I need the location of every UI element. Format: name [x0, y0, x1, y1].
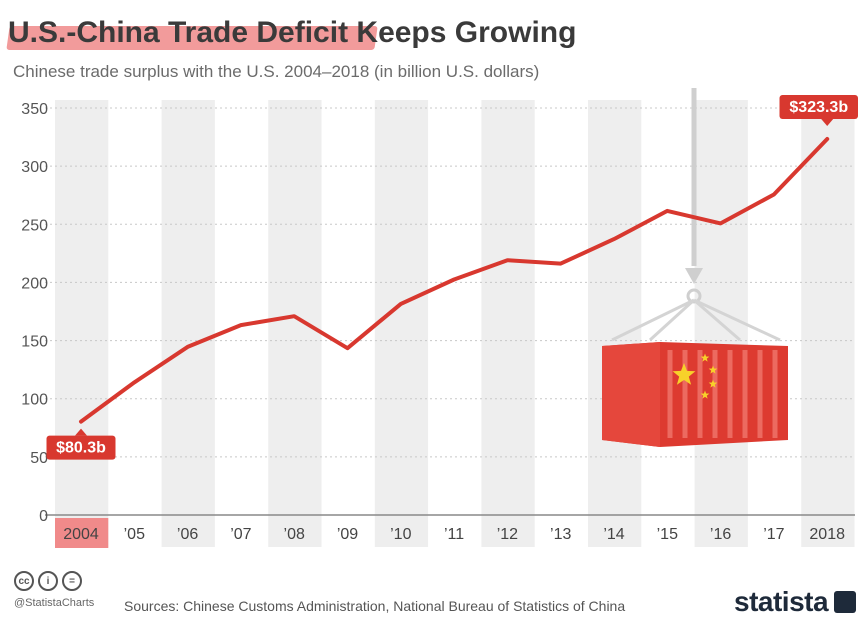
- x-tick-label: ’16: [710, 526, 731, 543]
- footer-left: cc i = @StatistaCharts: [14, 571, 94, 609]
- x-tick-label: ’07: [230, 526, 251, 543]
- data-label-start-bg: [46, 435, 116, 460]
- data-label-end: $323.3b: [789, 99, 848, 116]
- y-tick-label: 50: [30, 450, 48, 467]
- shipping-container-icon: [602, 88, 788, 447]
- attribution-icon: i: [38, 571, 58, 591]
- y-tick-label: 100: [21, 392, 48, 409]
- column-band: [268, 100, 322, 547]
- flag-large-star-icon: [672, 363, 696, 385]
- column-band: [588, 100, 642, 547]
- data-label-end-bg: [779, 95, 858, 120]
- series-line: [79, 137, 830, 424]
- statista-logo[interactable]: statista: [734, 586, 857, 618]
- logo-wordmark: statista: [734, 586, 829, 617]
- x-tick-label: ’15: [657, 526, 678, 543]
- twitter-handle[interactable]: @StatistaCharts: [14, 597, 95, 609]
- x-tick-label: ’14: [603, 526, 624, 543]
- no-derivatives-icon: =: [62, 571, 82, 591]
- chart-title: U.S.-China Trade Deficit Keeps Growing: [8, 16, 577, 49]
- column-band: [374, 100, 429, 547]
- creative-commons-icon: cc: [14, 571, 34, 591]
- x-tick-label: ’06: [177, 526, 198, 543]
- x-tick-label: ’09: [337, 526, 358, 543]
- sling-rope: [693, 298, 741, 342]
- x-tick-label: ’17: [763, 526, 784, 543]
- column-band: [55, 100, 109, 547]
- x-tick-label: ’10: [390, 526, 411, 543]
- flag-small-star-icon: [708, 365, 718, 374]
- flag-small-star-icon: [700, 353, 710, 362]
- column-band: [481, 100, 535, 547]
- y-tick-label: 200: [21, 275, 48, 292]
- x-tick-label: ’05: [124, 526, 145, 543]
- sling-rope: [648, 298, 696, 342]
- x-tick-label: ’13: [550, 526, 571, 543]
- data-label-start: $80.3b: [56, 440, 106, 457]
- chart-subtitle: Chinese trade surplus with the U.S. 2004…: [13, 62, 540, 81]
- title-block: U.S.-China Trade Deficit Keeps Growing: [6, 16, 577, 56]
- sling-rope: [693, 298, 781, 342]
- y-tick-label: 250: [21, 217, 48, 234]
- column-band: [161, 100, 215, 547]
- data-label-end-pointer: [821, 119, 834, 127]
- x-tick-label: ’08: [284, 526, 305, 543]
- statista-mark-icon: [834, 591, 857, 613]
- x-tick-label: ’11: [444, 526, 464, 543]
- hook-icon: [685, 268, 703, 284]
- sources-text: Sources: Chinese Customs Administration,…: [124, 598, 626, 614]
- flag-small-star-icon: [708, 379, 718, 388]
- license-icons: cc i =: [14, 571, 94, 591]
- flag-small-star-icon: [700, 390, 710, 399]
- sling-rope: [611, 298, 695, 342]
- container-end: [602, 342, 660, 447]
- highlight-label-bg: [55, 518, 109, 548]
- x-tick-label: ’12: [497, 526, 518, 543]
- y-tick-label: 0: [39, 508, 48, 525]
- y-tick-label: 150: [21, 334, 48, 351]
- y-tick-label: 300: [21, 159, 48, 176]
- y-tick-label: 350: [21, 101, 48, 118]
- x-tick-label: 2018: [809, 526, 845, 543]
- line-chart: 0 50 100 150 200 250 300 350 2004 ’05 ’06 ’07 ’08 ’09…: [21, 88, 858, 548]
- column-band: [801, 100, 855, 547]
- data-label-start-pointer: [75, 428, 87, 436]
- x-tick-label: 2004: [63, 526, 99, 543]
